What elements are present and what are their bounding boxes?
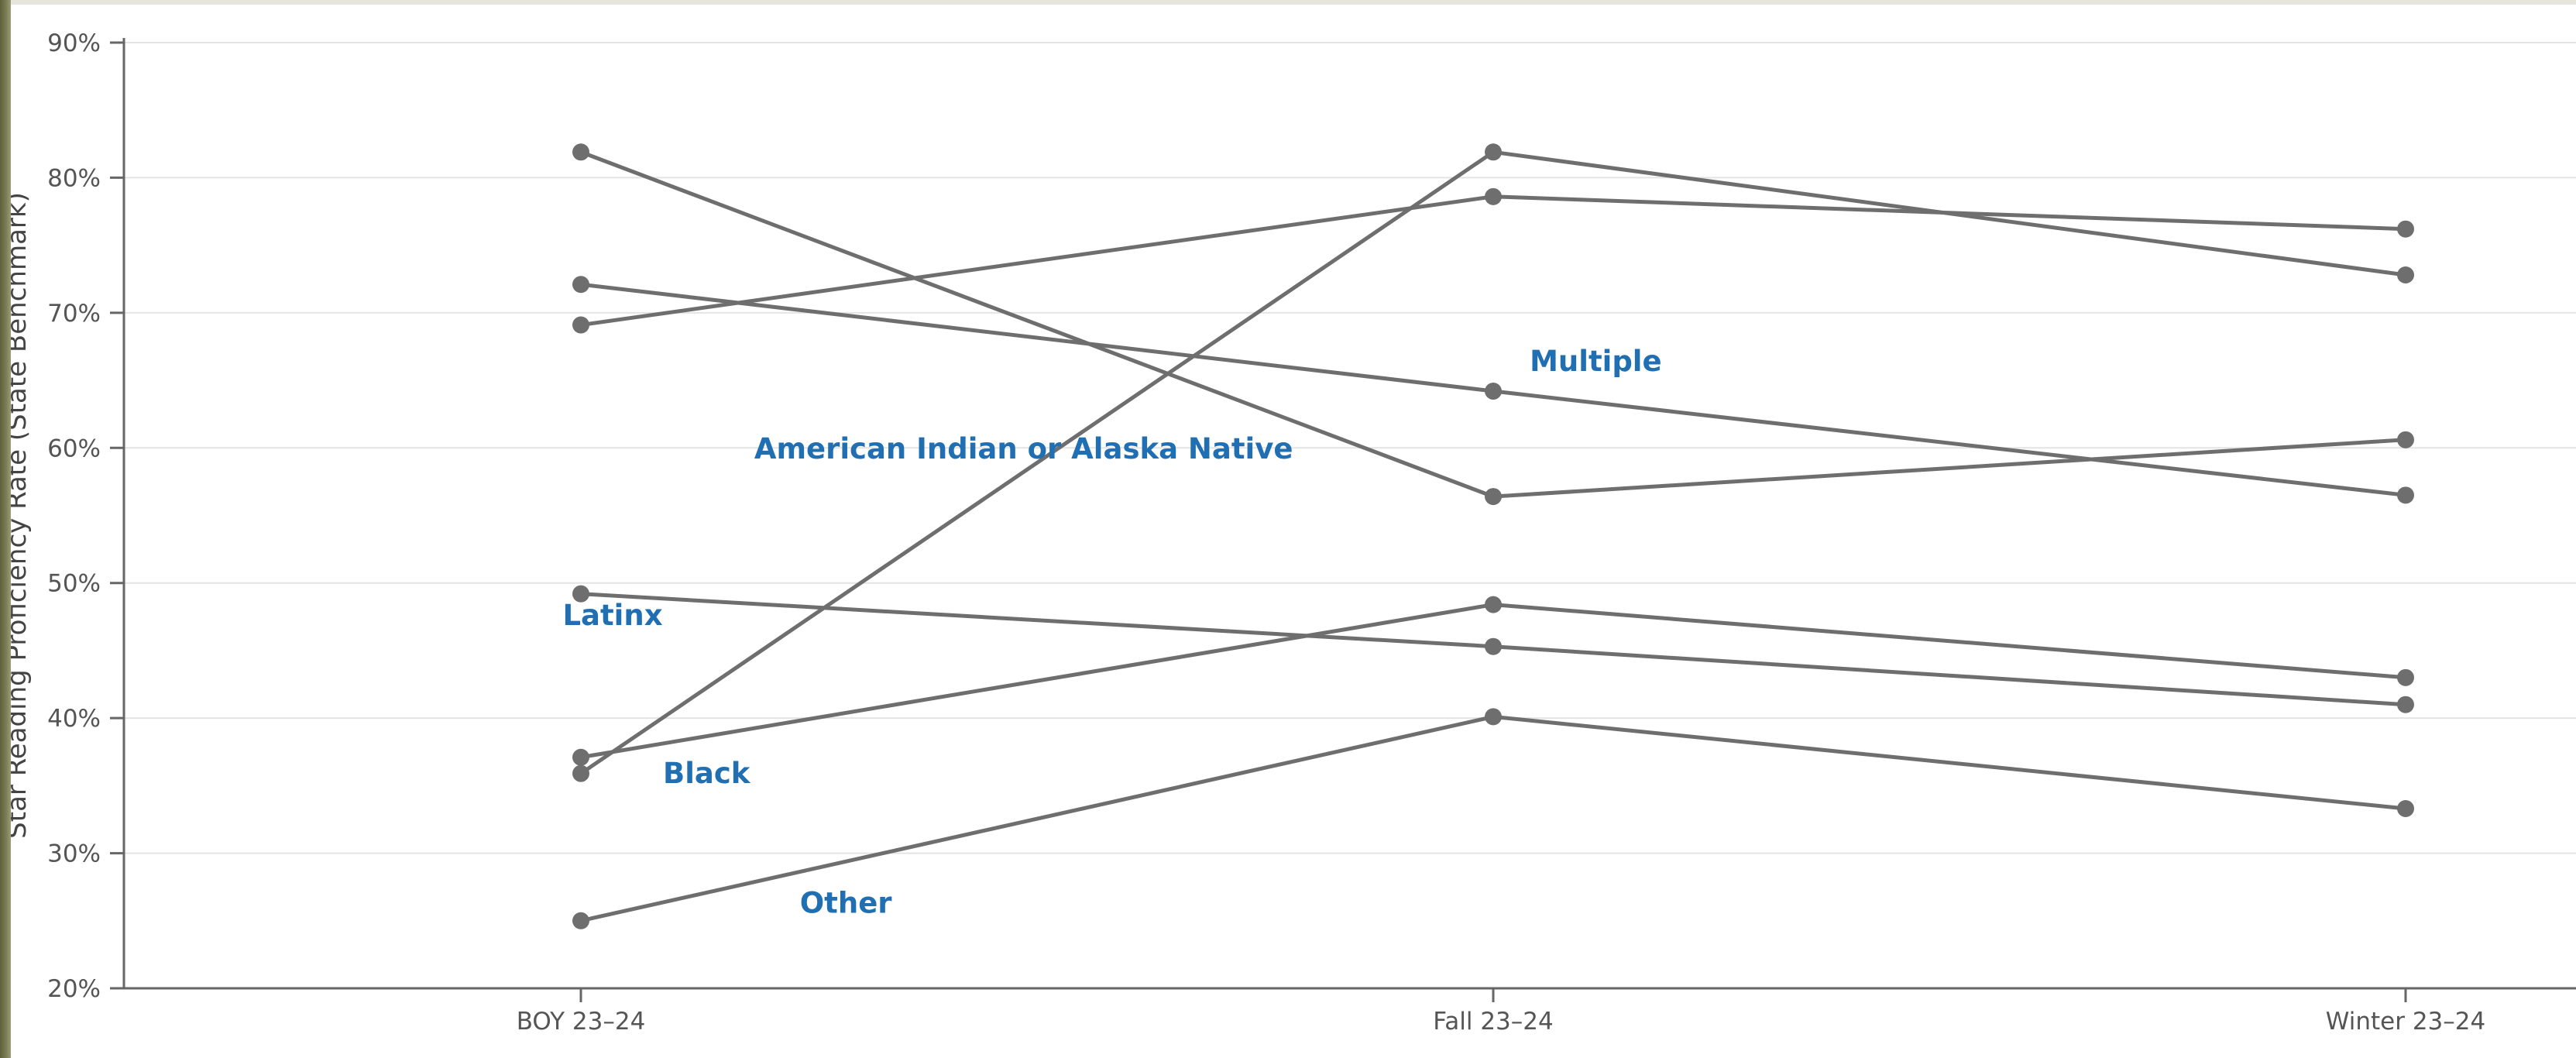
y-tick-label: 50% <box>47 570 101 598</box>
y-tick-label: 20% <box>47 975 101 1003</box>
series-lines <box>579 149 2406 923</box>
data-point <box>572 748 589 766</box>
data-point <box>2397 486 2414 504</box>
window-top-edge <box>0 0 2576 5</box>
y-tick-label: 30% <box>47 840 101 868</box>
series-label: Black <box>663 757 751 790</box>
x-tick-label: Winter 23–24 <box>2326 1008 2485 1036</box>
series-annotations: AsianMultipleAmerican Indian or Alaska N… <box>562 345 1661 919</box>
data-point <box>572 585 589 603</box>
data-point <box>2397 668 2414 686</box>
data-point <box>1485 187 1502 205</box>
axes: 20% 30% 40% 50% 60% 70% 80% 90% BOY 23–24 Fall 23… <box>47 29 2576 1036</box>
series-label: Latinx <box>562 599 662 632</box>
data-point <box>1485 488 1502 506</box>
data-point <box>2397 220 2414 238</box>
data-point <box>572 276 589 294</box>
window-left-edge <box>0 0 11 1058</box>
data-point <box>572 912 589 929</box>
data-point <box>572 764 589 782</box>
data-point <box>1485 383 1502 400</box>
data-point <box>2397 696 2414 713</box>
data-points <box>572 143 2414 929</box>
data-point <box>572 143 589 161</box>
y-tick-label: 90% <box>47 29 101 57</box>
y-tick-label: 40% <box>47 705 101 733</box>
series-label: Multiple <box>1530 345 1661 378</box>
data-point <box>572 316 589 334</box>
y-tick-label: 60% <box>47 435 101 462</box>
x-tick-label: BOY 23–24 <box>517 1008 646 1036</box>
data-point <box>1485 143 1502 161</box>
data-point <box>1485 708 1502 726</box>
series-label: Other <box>800 886 893 919</box>
y-tick-label: 70% <box>47 300 101 328</box>
series-line <box>580 603 2406 760</box>
data-point <box>1485 596 1502 613</box>
gridlines <box>124 42 2576 854</box>
data-point <box>2397 800 2414 818</box>
chart-panel <box>11 5 2576 1058</box>
series-label: American Indian or Alaska Native <box>754 432 1293 465</box>
x-tick-label: Fall 23–24 <box>1433 1008 1553 1036</box>
data-point <box>1485 637 1502 655</box>
data-point <box>2397 431 2414 448</box>
y-tick-label: 80% <box>47 164 101 192</box>
series-line <box>580 194 2406 328</box>
data-point <box>2397 266 2414 284</box>
